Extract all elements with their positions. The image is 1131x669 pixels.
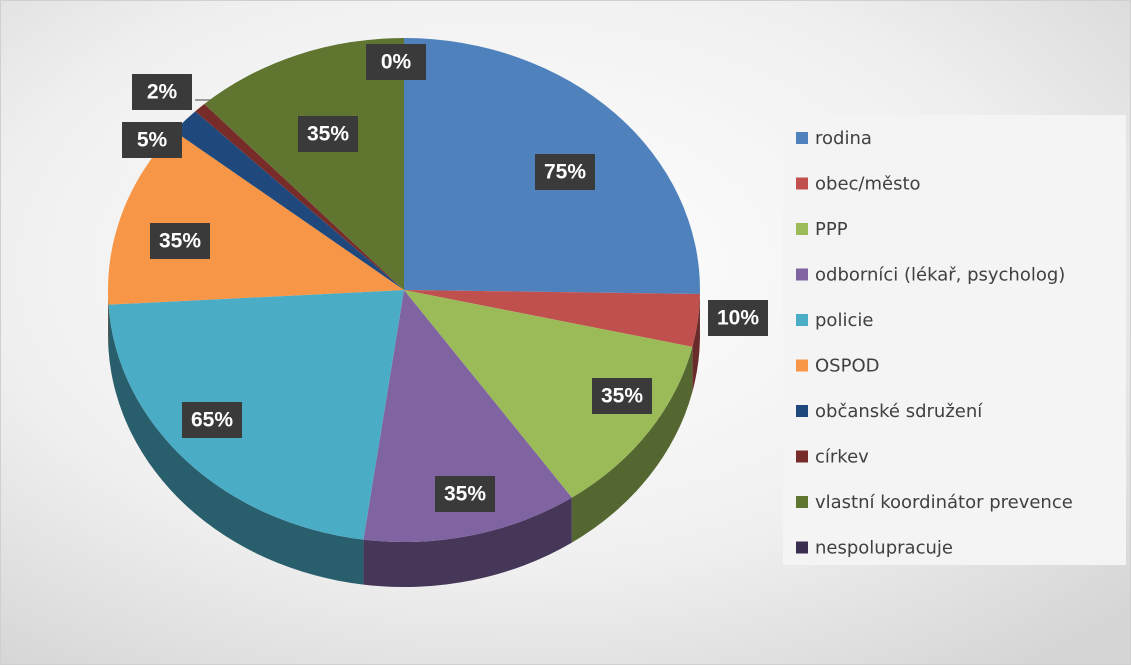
data-label: 35% <box>601 385 643 408</box>
legend-swatch <box>796 314 808 326</box>
legend-label: OSPOD <box>815 356 879 377</box>
legend-swatch <box>796 542 808 554</box>
data-label: 75% <box>544 161 586 184</box>
legend-swatch <box>796 132 808 144</box>
legend-swatch <box>796 496 808 508</box>
data-label: 5% <box>137 129 168 152</box>
legend-swatch <box>796 223 808 235</box>
data-label: 10% <box>717 307 759 330</box>
legend-label: rodina <box>815 128 872 149</box>
legend-swatch <box>796 451 808 463</box>
legend-label: vlastní koordinátor prevence <box>815 492 1073 513</box>
data-label: 35% <box>159 230 201 253</box>
legend-label: policie <box>815 310 873 331</box>
data-label: 65% <box>191 409 233 432</box>
data-label: 0% <box>381 51 412 74</box>
data-label: 35% <box>444 483 486 506</box>
legend-label: občanské sdružení <box>815 401 983 422</box>
legend-swatch <box>796 178 808 190</box>
legend-swatch <box>796 405 808 417</box>
legend-label: odborníci (lékař, psycholog) <box>815 265 1065 286</box>
legend-swatch <box>796 269 808 281</box>
legend-label: PPP <box>815 219 848 240</box>
data-label: 2% <box>147 81 178 104</box>
legend-swatch <box>796 360 808 372</box>
legend-label: nespolupracuje <box>815 538 953 559</box>
legend-label: církev <box>815 447 869 468</box>
data-label: 35% <box>307 123 349 146</box>
legend-label: obec/město <box>815 174 921 195</box>
